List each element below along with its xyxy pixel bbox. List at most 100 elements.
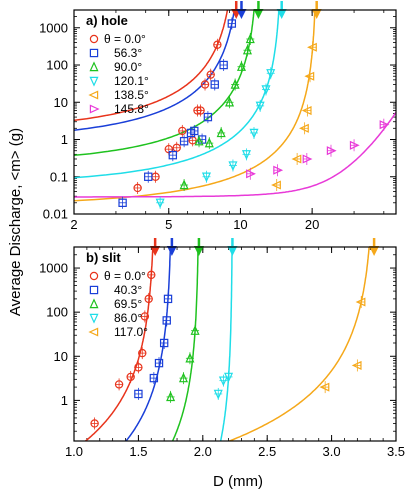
data-point <box>224 372 234 383</box>
data-point <box>163 294 173 304</box>
data-point <box>227 19 237 28</box>
data-point <box>147 270 156 280</box>
critical-diameter-arrowhead <box>150 246 161 256</box>
data-point <box>140 312 150 321</box>
data-point <box>307 42 317 52</box>
data-point <box>190 325 200 335</box>
data-point <box>190 126 199 136</box>
data-point <box>271 180 281 190</box>
panel-1: 1 10 100 1000 1.0 1.5 2.0 2.5 3.0 3.5 b) slit θ = 0… <box>39 238 405 459</box>
x-tick-label: 2.5 <box>258 444 276 459</box>
data-point <box>179 137 189 146</box>
data-point <box>241 150 252 160</box>
data-point <box>89 76 99 87</box>
data-point <box>133 183 142 193</box>
data-point <box>302 154 313 164</box>
data-point <box>291 154 302 164</box>
data-point <box>255 101 265 112</box>
y-tick-label: 10 <box>54 95 68 110</box>
legend-entry: θ = 0.0° <box>104 32 146 46</box>
data-point <box>245 33 255 44</box>
data-point <box>89 313 99 324</box>
legend-entry: 40.3° <box>114 283 142 297</box>
panel-0: 0.01 0.1 1 10 100 1000 2 5 10 20 a) hole θ = 0.0°56… <box>39 1 397 232</box>
y-axis-label: Average Discharge, <m> (g) <box>7 128 24 316</box>
x-tick-label: 5 <box>165 217 172 232</box>
data-point <box>89 34 99 44</box>
data-point <box>185 352 195 363</box>
data-point <box>144 172 153 181</box>
data-point <box>178 126 187 136</box>
legend-entry: 145.8° <box>114 102 149 116</box>
data-point <box>301 105 312 116</box>
data-point <box>88 90 99 100</box>
panel-label: a) hole <box>86 13 128 28</box>
data-point <box>216 127 226 138</box>
data-point <box>178 372 189 383</box>
data-point <box>200 80 210 89</box>
data-point <box>118 198 127 207</box>
data-point <box>246 169 256 179</box>
data-point <box>166 391 176 402</box>
data-point <box>149 373 159 383</box>
data-point <box>89 271 99 281</box>
legend-entry: 56.3° <box>114 46 142 60</box>
critical-diameter-arrowhead <box>369 246 380 256</box>
legend-entry: 69.5° <box>114 297 142 311</box>
data-point <box>210 80 219 89</box>
critical-diameter-arrowhead <box>193 246 204 256</box>
x-tick-label: 2 <box>70 217 77 232</box>
data-point <box>204 137 214 148</box>
x-tick-label: 3.5 <box>387 444 405 459</box>
fit-curve <box>74 10 229 122</box>
fit-curve <box>74 111 396 198</box>
data-point <box>201 172 212 183</box>
data-point <box>225 96 235 107</box>
data-point <box>144 294 153 304</box>
data-point <box>179 179 189 190</box>
data-point <box>90 419 99 428</box>
data-point <box>326 146 337 156</box>
data-point <box>230 78 240 89</box>
fit-curve <box>227 247 370 441</box>
data-point <box>138 348 147 358</box>
critical-diameter-arrowhead <box>227 246 238 256</box>
data-point <box>273 165 284 175</box>
fit-curve <box>171 247 199 441</box>
data-point <box>355 297 366 307</box>
data-point <box>266 69 276 79</box>
data-point <box>89 285 99 295</box>
data-point <box>228 161 238 172</box>
data-point <box>203 112 213 122</box>
data-point <box>219 60 228 70</box>
x-tick-label: 1.5 <box>129 444 147 459</box>
x-tick-label: 3.0 <box>323 444 341 459</box>
data-point <box>213 40 222 49</box>
data-point <box>89 298 99 309</box>
fit-curve <box>74 10 280 179</box>
critical-diameter-arrowhead <box>311 9 322 19</box>
data-point <box>168 150 178 160</box>
y-tick-label: 0.1 <box>50 169 68 184</box>
data-points <box>90 268 366 430</box>
critical-diameter-arrowhead <box>253 9 264 19</box>
data-point <box>218 376 228 387</box>
legend-entry: 86.0° <box>114 311 142 325</box>
critical-diameter-arrowhead <box>166 246 177 256</box>
x-tick-label: 1.0 <box>65 444 83 459</box>
data-point <box>319 382 330 392</box>
x-tick-label: 10 <box>233 217 247 232</box>
data-point <box>249 128 259 139</box>
y-tick-label: 100 <box>46 305 68 320</box>
data-point <box>134 363 143 372</box>
fit-curve <box>219 247 233 441</box>
y-tick-label: 0.01 <box>43 207 68 222</box>
legend-entry: 120.1° <box>114 74 149 88</box>
legend-entry: 138.5° <box>114 88 149 102</box>
critical-diameter-arrowhead <box>276 9 287 19</box>
data-point <box>126 372 135 382</box>
y-tick-label: 10 <box>54 349 68 364</box>
data-point <box>154 358 164 368</box>
data-point <box>88 327 99 337</box>
legend-entry: 90.0° <box>114 60 142 74</box>
